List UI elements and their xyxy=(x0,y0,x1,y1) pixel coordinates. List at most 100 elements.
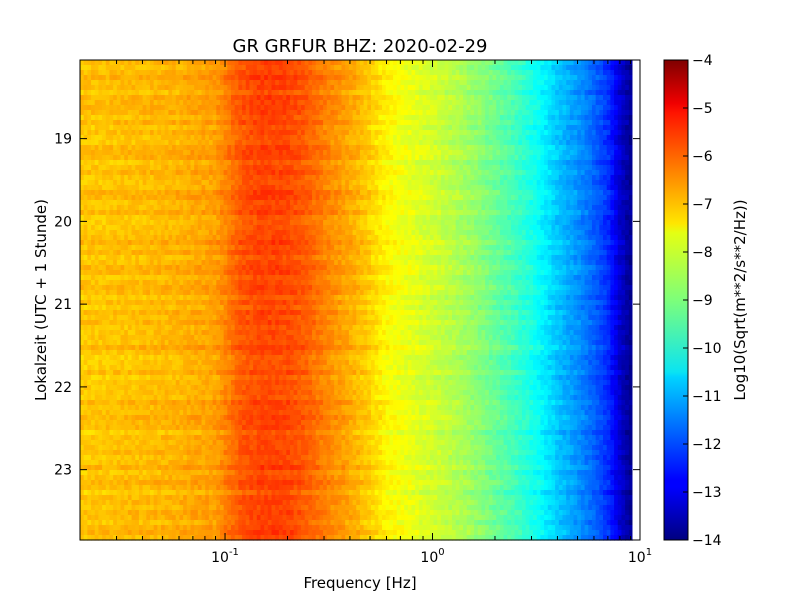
heatmap-cell xyxy=(566,195,571,201)
heatmap-cell xyxy=(404,90,409,96)
heatmap-cell xyxy=(378,215,383,221)
heatmap-cell xyxy=(227,85,232,91)
heatmap-cell xyxy=(179,190,184,196)
heatmap-cell xyxy=(599,135,604,141)
heatmap-cell xyxy=(308,205,313,211)
heatmap-cell xyxy=(157,100,162,106)
heatmap-cell xyxy=(186,80,192,86)
heatmap-cell xyxy=(606,215,611,221)
heatmap-cell xyxy=(529,115,534,121)
heatmap-cell xyxy=(378,75,383,81)
heatmap-cell xyxy=(426,135,431,141)
heatmap-cell xyxy=(455,180,460,186)
heatmap-cell xyxy=(621,160,626,166)
heatmap-cell xyxy=(109,175,114,181)
heatmap-cell xyxy=(253,90,258,96)
heatmap-cell xyxy=(194,100,199,106)
heatmap-cell xyxy=(477,170,483,176)
heatmap-cell xyxy=(308,195,313,201)
heatmap-cell xyxy=(536,125,541,131)
heatmap-cell xyxy=(407,120,413,126)
heatmap-cell xyxy=(507,185,512,191)
heatmap-cell xyxy=(481,135,486,141)
heatmap-cell xyxy=(621,65,626,71)
heatmap-cell xyxy=(83,215,88,221)
heatmap-cell xyxy=(91,220,96,226)
heatmap-cell xyxy=(264,170,269,176)
heatmap-cell xyxy=(529,195,534,201)
heatmap-cell xyxy=(341,190,346,196)
heatmap-cell xyxy=(120,145,125,151)
heatmap-cell xyxy=(161,180,166,186)
heatmap-cell xyxy=(393,100,398,106)
heatmap-cell xyxy=(208,140,214,146)
heatmap-cell xyxy=(87,125,92,131)
heatmap-cell xyxy=(562,200,567,206)
heatmap-cell xyxy=(142,75,147,81)
heatmap-cell xyxy=(138,95,144,101)
heatmap-cell xyxy=(463,210,468,216)
heatmap-cell xyxy=(418,75,424,81)
heatmap-cell xyxy=(80,190,85,196)
heatmap-cell xyxy=(348,85,354,91)
heatmap-cell xyxy=(113,165,118,171)
heatmap-cell xyxy=(488,105,494,111)
heatmap-cell xyxy=(127,135,133,141)
heatmap-cell xyxy=(245,160,251,166)
heatmap-cell xyxy=(234,80,239,86)
heatmap-cell xyxy=(544,90,549,96)
heatmap-cell xyxy=(190,200,195,206)
heatmap-cell xyxy=(525,170,530,176)
heatmap-cell xyxy=(370,215,376,221)
heatmap-cell xyxy=(308,105,313,111)
heatmap-cell xyxy=(135,190,140,196)
heatmap-cell xyxy=(80,80,85,86)
heatmap-cell xyxy=(238,155,243,161)
heatmap-cell xyxy=(205,220,210,226)
heatmap-cell xyxy=(260,110,265,116)
heatmap-cell xyxy=(606,100,611,106)
heatmap-cell xyxy=(109,190,114,196)
heatmap-cell xyxy=(138,145,144,151)
heatmap-cell xyxy=(205,190,210,196)
heatmap-cell xyxy=(547,120,553,126)
heatmap-cell xyxy=(433,185,438,191)
heatmap-cell xyxy=(153,195,158,201)
heatmap-cell xyxy=(127,225,133,231)
heatmap-cell xyxy=(131,160,136,166)
heatmap-cell xyxy=(164,110,169,116)
heatmap-cell xyxy=(503,125,508,131)
heatmap-cell xyxy=(183,105,188,111)
heatmap-cell xyxy=(146,160,151,166)
heatmap-cell xyxy=(562,155,567,161)
heatmap-cell xyxy=(382,60,387,66)
heatmap-cell xyxy=(190,100,195,106)
heatmap-cell xyxy=(518,180,523,186)
heatmap-cell xyxy=(87,105,92,111)
heatmap-cell xyxy=(514,145,519,151)
heatmap-cell xyxy=(499,115,505,121)
heatmap-cell xyxy=(242,70,247,76)
heatmap-cell xyxy=(393,160,398,166)
heatmap-cell xyxy=(98,160,103,166)
heatmap-cell xyxy=(190,165,195,171)
heatmap-cell xyxy=(551,215,556,221)
heatmap-cell xyxy=(124,110,129,116)
heatmap-cell xyxy=(80,110,85,116)
heatmap-cell xyxy=(533,70,538,76)
heatmap-cell xyxy=(124,70,129,76)
heatmap-cell xyxy=(146,80,151,86)
heatmap-cell xyxy=(256,180,262,186)
heatmap-cell xyxy=(440,195,446,201)
heatmap-cell xyxy=(551,195,556,201)
heatmap-cell xyxy=(197,140,203,146)
heatmap-cell xyxy=(94,60,100,66)
heatmap-cell xyxy=(356,95,361,101)
heatmap-cell xyxy=(201,165,206,171)
heatmap-cell xyxy=(293,220,298,226)
heatmap-cell xyxy=(374,220,379,226)
heatmap-cell xyxy=(323,185,328,191)
heatmap-cell xyxy=(168,105,173,111)
heatmap-cell xyxy=(499,155,505,161)
heatmap-cell xyxy=(249,220,254,226)
